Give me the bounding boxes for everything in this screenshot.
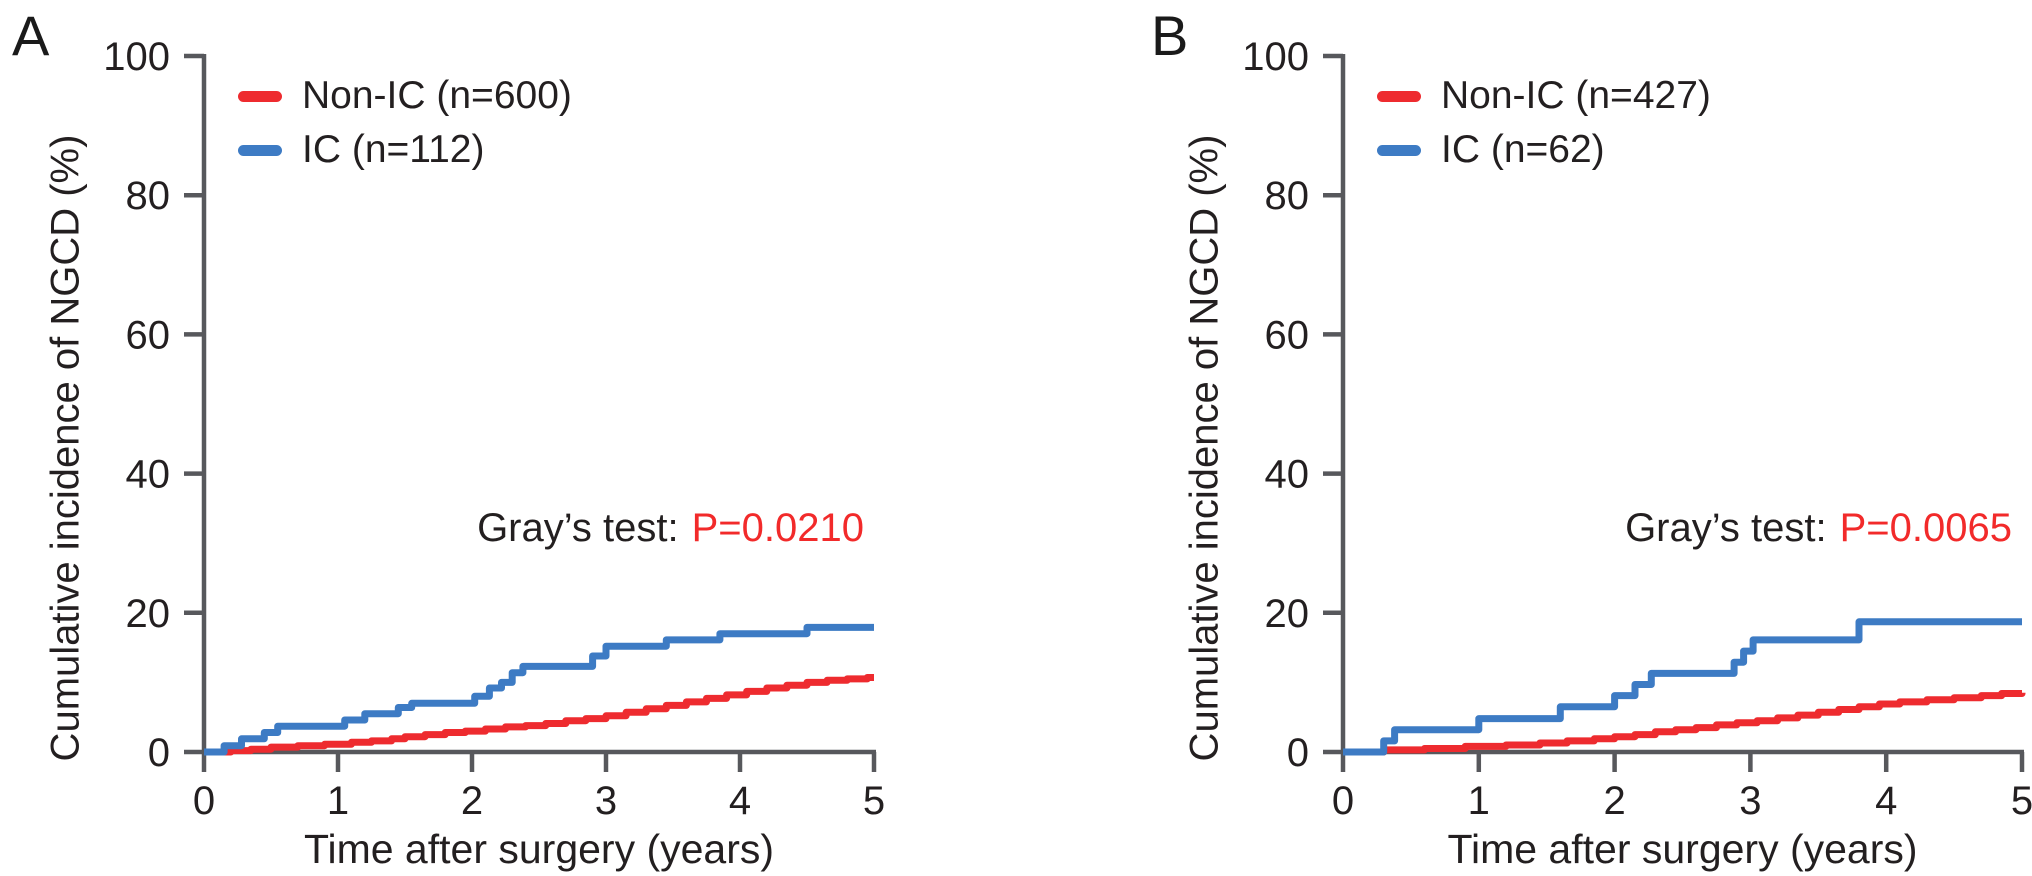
ic-color-swatch bbox=[238, 144, 282, 156]
x-tick-label: 4 bbox=[1875, 779, 1897, 823]
x-tick-label: 4 bbox=[729, 779, 751, 823]
grays-test-label: Gray’s test: bbox=[477, 506, 679, 550]
legend-label-ic: IC (n=112) bbox=[302, 128, 485, 171]
panel-a-grays-test-annotation: Gray’s test: P=0.0210 bbox=[477, 506, 864, 551]
legend-label-ic: IC (n=62) bbox=[1441, 128, 1605, 171]
panel-b-letter: B bbox=[1151, 4, 1189, 67]
y-tick-label: 0 bbox=[148, 731, 170, 775]
x-tick-label: 2 bbox=[461, 779, 483, 823]
plot-panel-a: 0 20 40 60 80 100 0 1 2 3 4 5 bbox=[103, 35, 885, 823]
legend-item-ic: IC (n=112) bbox=[238, 128, 572, 172]
x-tick-label: 0 bbox=[193, 779, 215, 823]
y-tick-label: 20 bbox=[126, 592, 171, 636]
non-ic-color-swatch bbox=[1377, 90, 1421, 102]
non-ic-color-swatch bbox=[238, 90, 282, 102]
y-tick-label: 100 bbox=[103, 35, 170, 79]
grays-test-label: Gray’s test: bbox=[1625, 506, 1827, 550]
y-tick-label: 40 bbox=[1265, 453, 1310, 497]
panel-b-x-axis-title: Time after surgery (years) bbox=[1447, 826, 1918, 872]
y-tick-label: 0 bbox=[1287, 731, 1309, 775]
ic-curve bbox=[204, 623, 874, 756]
y-tick-label: 100 bbox=[1242, 35, 1309, 79]
panel-b-y-axis-title: Cumulative incidence of NGCD (%) bbox=[1182, 134, 1227, 762]
legend-item-ic: IC (n=62) bbox=[1377, 128, 1711, 172]
panel-b-grays-test-annotation: Gray’s test: P=0.0065 bbox=[1625, 506, 2012, 551]
y-tick-label: 60 bbox=[126, 313, 171, 357]
panel-a-x-axis-title: Time after surgery (years) bbox=[303, 826, 775, 872]
non-ic-curve bbox=[1343, 690, 2026, 756]
panel-a-letter: A bbox=[12, 4, 50, 67]
ic-curve bbox=[1343, 618, 2022, 756]
y-tick-label: 80 bbox=[1265, 174, 1310, 218]
x-tick-label: 1 bbox=[1468, 779, 1490, 823]
x-tick-label: 5 bbox=[2011, 779, 2032, 823]
legend-label-non-ic: Non-IC (n=600) bbox=[302, 74, 572, 117]
legend-label-non-ic: Non-IC (n=427) bbox=[1441, 74, 1711, 117]
legend-item-non-ic: Non-IC (n=600) bbox=[238, 74, 572, 118]
y-tick-label: 60 bbox=[1265, 313, 1310, 357]
panel-b-legend: Non-IC (n=427) IC (n=62) bbox=[1377, 74, 1711, 172]
y-tick-label: 80 bbox=[126, 174, 171, 218]
legend-item-non-ic: Non-IC (n=427) bbox=[1377, 74, 1711, 118]
panel-a-legend: Non-IC (n=600) IC (n=112) bbox=[238, 74, 572, 172]
grays-test-p-value: P=0.0065 bbox=[1839, 506, 2012, 550]
x-tick-label: 3 bbox=[1739, 779, 1761, 823]
x-tick-label: 2 bbox=[1603, 779, 1625, 823]
y-tick-label: 20 bbox=[1265, 592, 1310, 636]
x-tick-label: 1 bbox=[327, 779, 349, 823]
panel-a-y-axis-title: Cumulative incidence of NGCD (%) bbox=[43, 134, 88, 762]
plot-panel-b: 0 20 40 60 80 100 0 1 2 3 4 5 bbox=[1242, 35, 2032, 823]
non-ic-curve bbox=[204, 674, 874, 756]
grays-test-p-value: P=0.0210 bbox=[691, 506, 864, 550]
y-tick-label: 40 bbox=[126, 453, 171, 497]
x-tick-label: 3 bbox=[595, 779, 617, 823]
ic-color-swatch bbox=[1377, 144, 1421, 156]
x-tick-label: 5 bbox=[863, 779, 885, 823]
x-tick-label: 0 bbox=[1332, 779, 1354, 823]
